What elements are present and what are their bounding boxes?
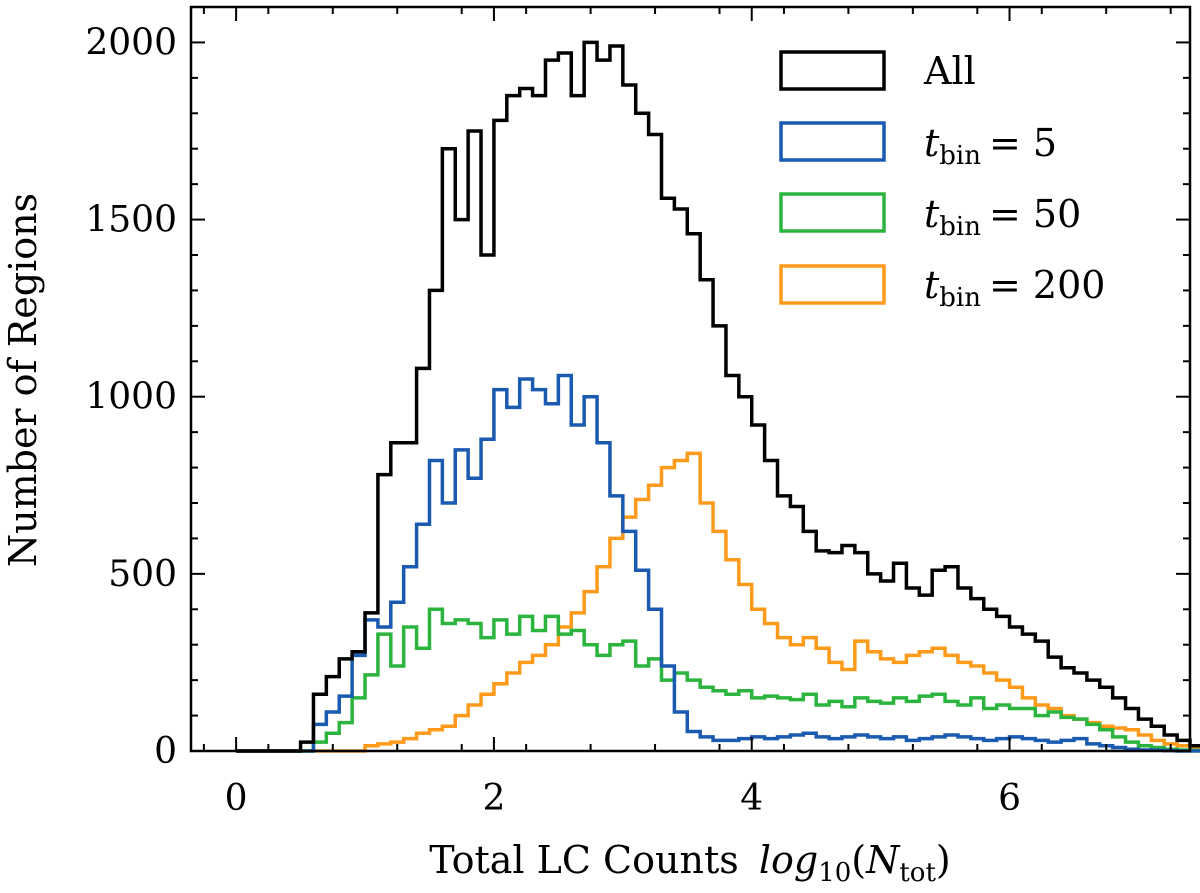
x-axis-label: Total LC Counts log10(Ntot): [429, 838, 951, 888]
legend-swatch-tbin-5: [779, 121, 886, 162]
legend-entry-tbin-50: tbin = 50: [779, 192, 1081, 242]
y-tick-label: 1500: [85, 200, 177, 241]
histogram-series-layer: [236, 40, 1200, 753]
x-tick-label: 0: [225, 778, 248, 819]
histogram-series-all: [236, 40, 1200, 753]
x-tick-label: 4: [740, 778, 763, 819]
legend-swatch-tbin-200: [779, 264, 886, 305]
histogram-series-t-bin-200: [236, 451, 1200, 753]
x-axis-label-math: log: [759, 838, 818, 882]
legend-entry-all: All: [779, 49, 976, 93]
histogram-series-t-bin-50: [236, 607, 1200, 753]
legend-swatch-all: [779, 50, 886, 91]
legend-label-tbin-200: tbin = 200: [924, 263, 1105, 313]
y-axis-label: Number of Regions: [1, 193, 45, 567]
legend-entry-tbin-5: tbin = 5: [779, 121, 1057, 171]
axis-ticks: 0 2 4 6 0 500 1000 1500 2000: [85, 6, 1190, 819]
y-tick-label: 1000: [85, 377, 177, 418]
y-tick-label: 2000: [85, 22, 177, 63]
x-axis-label-math-sub: 10: [818, 858, 851, 888]
x-axis-label-text: Total LC Counts: [429, 838, 739, 882]
legend-label-tbin-5: tbin = 5: [924, 121, 1057, 171]
histogram-series-t-bin-5: [236, 373, 1200, 753]
y-tick-label: 500: [108, 554, 177, 595]
legend-label-all: All: [923, 49, 976, 93]
x-axis-label-math-arg: N: [865, 838, 901, 882]
legend: All tbin = 5 tbin = 50 tbin = 200: [779, 49, 1105, 313]
legend-entry-tbin-200: tbin = 200: [779, 263, 1105, 313]
x-axis-label-math-arg-sub: tot: [899, 858, 936, 888]
legend-label-tbin-50: tbin = 50: [924, 192, 1081, 242]
x-tick-label: 2: [482, 778, 505, 819]
legend-swatch-tbin-50: [779, 192, 886, 233]
x-tick-label: 6: [998, 778, 1021, 819]
plot-frame: [189, 5, 1192, 753]
y-tick-label: 0: [154, 731, 177, 772]
